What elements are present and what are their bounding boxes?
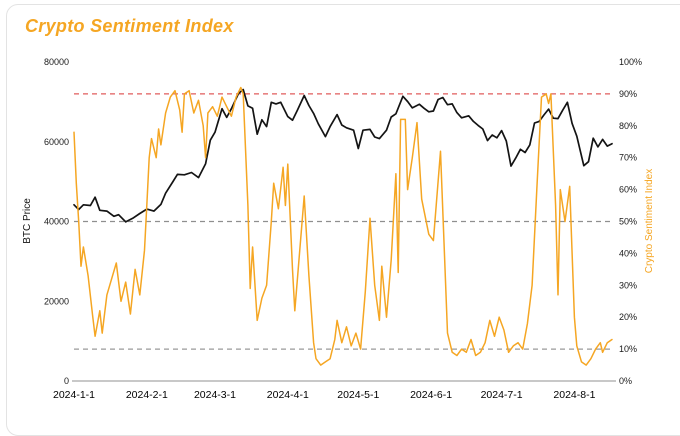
left-axis-tick: 20000 (44, 296, 69, 306)
x-axis-tick: 2024-2-1 (126, 389, 168, 401)
right-axis-tick: 70% (619, 153, 637, 163)
chart-title: Crypto Sentiment Index (25, 16, 234, 36)
left-axis-tick: 80000 (44, 57, 69, 67)
right-axis-tick: 50% (619, 217, 637, 227)
right-axis-tick: 10% (619, 344, 637, 354)
left-axis-tick: 0 (64, 376, 69, 386)
right-axis-tick: 100% (619, 57, 642, 67)
right-axis-tick: 60% (619, 185, 637, 195)
left-axis-label: BTC Price (22, 198, 33, 244)
x-axis-tick: 2024-7-1 (481, 389, 523, 401)
x-axis-tick: 2024-8-1 (553, 389, 595, 401)
right-axis-tick: 20% (619, 312, 637, 322)
right-axis-tick: 90% (619, 89, 637, 99)
x-axis-tick: 2024-6-1 (410, 389, 452, 401)
right-axis-tick: 80% (619, 121, 637, 131)
x-axis-tick: 2024-1-1 (53, 389, 95, 401)
right-axis-label: Crypto Sentiment Index (644, 169, 655, 274)
chart-canvas: 0 20000 40000 60000 80000 0% 10% 20% 30% 40% 50% 60… (22, 57, 655, 401)
x-axis-tick: 2024-4-1 (267, 389, 309, 401)
left-axis-tick: 40000 (44, 217, 69, 227)
x-axis-tick: 2024-3-1 (194, 389, 236, 401)
right-axis-tick: 40% (619, 248, 637, 258)
right-axis-tick: 30% (619, 280, 637, 290)
btc-line (73, 88, 613, 223)
chart-card (6, 4, 680, 436)
right-axis-tick: 0% (619, 376, 632, 386)
x-axis-tick: 2024-5-1 (337, 389, 379, 401)
sentiment-line (73, 86, 613, 366)
left-axis-tick: 60000 (44, 137, 69, 147)
